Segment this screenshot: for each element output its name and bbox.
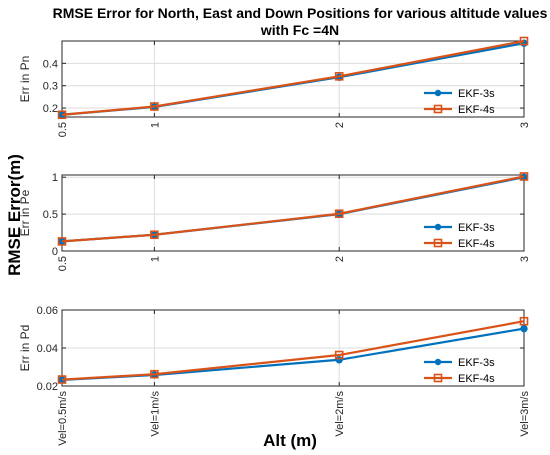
figure-y-label: RMSE Error(m) — [5, 154, 24, 276]
legend-label: EKF-4s — [458, 238, 495, 250]
legend-label: EKF-4s — [458, 373, 495, 385]
plot-area — [62, 175, 524, 251]
legend: EKF-3s EKF-4s — [424, 88, 495, 116]
x-tick-label: 2 — [334, 122, 346, 128]
subplot-3: Vel=0.5m/s Vel=1m/s Vel=2m/s Vel=3m/s 0.02 0.… — [18, 305, 531, 446]
data-point-ekf-4s — [519, 316, 529, 326]
y-tick-label: 0.02 — [37, 381, 58, 393]
legend-marker — [434, 223, 442, 231]
chart-title-line2: with Fc =4N — [260, 22, 339, 38]
x-tick-label: 0.5 — [57, 256, 69, 271]
data-point-ekf-4s — [150, 369, 159, 379]
y-tick-label: 0.5 — [43, 209, 58, 221]
data-point-ekf-4s — [334, 209, 344, 219]
data-point-ekf-3s — [335, 356, 343, 364]
legend-label: EKF-3s — [458, 88, 495, 100]
y-tick-label: 0 — [52, 246, 58, 258]
subplot-1: 0.5 1 2 3 0.2 0.3 0.4 Err in Pn EKF-3s EKF-4s — [18, 36, 531, 137]
series-line-ekf-4s — [61, 39, 525, 116]
legend-label: EKF-3s — [458, 222, 495, 234]
legend-marker — [433, 104, 443, 114]
y-tick-label: 0.04 — [37, 343, 58, 355]
data-point-ekf-4s — [519, 36, 529, 46]
legend-label: EKF-3s — [458, 357, 495, 369]
plot-area — [62, 41, 524, 117]
data-point-ekf-3s — [520, 324, 528, 333]
figure-x-label: Alt (m) — [263, 431, 317, 450]
x-tick-label: Vel=2m/s — [334, 391, 346, 437]
data-point-ekf-4s — [334, 72, 344, 81]
x-tick-label: Vel=1m/s — [149, 391, 161, 437]
x-tick-label: Vel=3m/s — [519, 391, 531, 437]
x-tick-label: 3 — [519, 122, 531, 128]
legend-marker — [433, 373, 443, 383]
legend-marker — [434, 89, 442, 97]
x-tick-label: 2 — [334, 256, 346, 262]
legend-marker — [433, 238, 443, 248]
series-line-ekf-4s — [61, 320, 525, 381]
data-point-ekf-4s — [57, 237, 67, 246]
y-axis-label: Err in Pe — [18, 189, 32, 236]
data-point-ekf-4s — [150, 102, 159, 111]
series-line-ekf-4s — [61, 175, 525, 243]
x-tick-label: 0.5 — [57, 122, 69, 137]
subplots: 0.5 1 2 3 0.2 0.3 0.4 Err in Pn EKF-3s EKF-4s 0.5 1… — [18, 36, 531, 446]
data-point-ekf-4s — [519, 172, 529, 181]
y-axis-label: Err in Pn — [18, 56, 32, 103]
y-tick-label: 1 — [52, 172, 58, 184]
legend: EKF-3s EKF-4s — [424, 222, 495, 250]
chart-title-line1: RMSE Error for North, East and Down Posi… — [53, 5, 548, 21]
x-tick-label: 1 — [149, 122, 161, 128]
y-axis-label: Err in Pd — [18, 325, 32, 372]
data-point-ekf-4s — [57, 375, 67, 384]
data-point-ekf-4s — [57, 110, 67, 120]
legend: EKF-3s EKF-4s — [424, 357, 495, 385]
legend-label: EKF-4s — [458, 104, 495, 116]
y-tick-label: 0.06 — [37, 305, 58, 317]
x-tick-label: 3 — [519, 256, 531, 262]
legend-marker — [434, 358, 442, 366]
data-point-ekf-4s — [334, 350, 344, 360]
data-point-ekf-4s — [150, 230, 159, 240]
y-tick-label: 0.4 — [43, 58, 58, 70]
y-tick-label: 0.3 — [43, 81, 58, 93]
axes-box — [61, 40, 525, 118]
x-tick-label: 1 — [149, 256, 161, 262]
x-tick-label: Vel=0.5m/s — [57, 391, 69, 446]
axes-box — [61, 174, 525, 252]
y-tick-label: 0.2 — [43, 103, 58, 115]
